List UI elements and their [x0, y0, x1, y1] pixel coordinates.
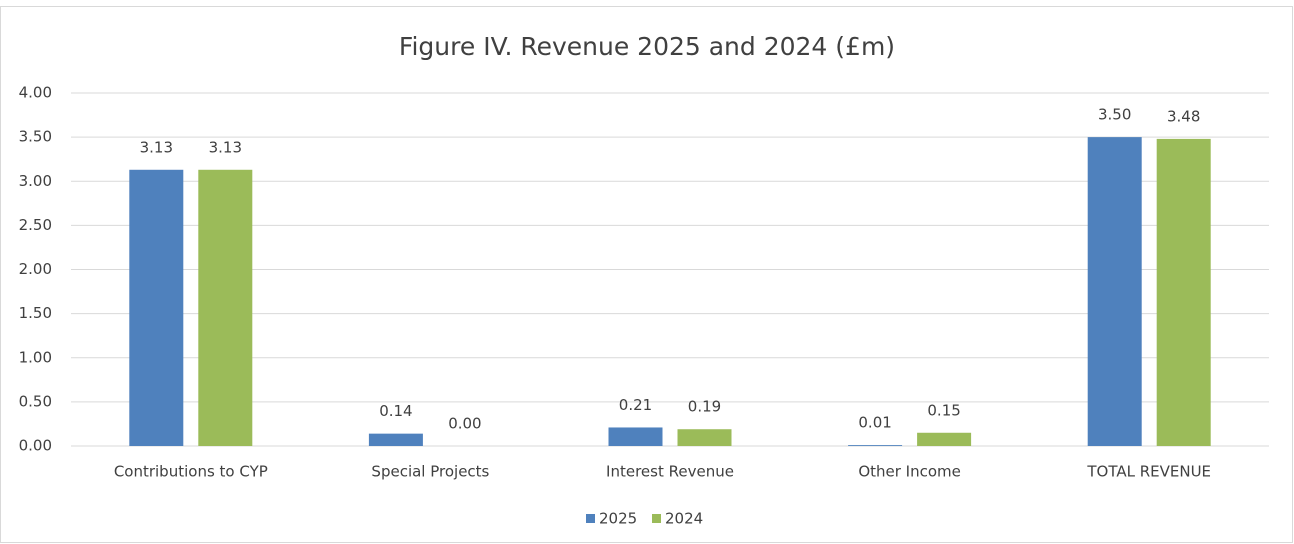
- y-tick-label: 4.00: [19, 84, 52, 102]
- data-label: 0.19: [688, 398, 721, 416]
- y-tick-label: 0.50: [19, 392, 52, 410]
- bar: [608, 427, 663, 446]
- data-label: 3.13: [209, 138, 242, 156]
- chart-title: Figure IV. Revenue 2025 and 2024 (£m): [399, 32, 895, 61]
- legend-swatch: [652, 514, 661, 523]
- bar: [129, 169, 184, 446]
- data-label: 0.21: [619, 396, 652, 414]
- x-tick-label: Contributions to CYP: [114, 463, 268, 481]
- x-tick-label: Other Income: [858, 463, 961, 481]
- y-tick-label: 2.50: [19, 216, 52, 234]
- bar: [677, 429, 732, 446]
- data-label: 0.15: [927, 401, 960, 419]
- data-label: 0.00: [448, 415, 481, 433]
- x-tick-label: Special Projects: [371, 463, 489, 481]
- bar: [198, 169, 253, 446]
- y-tick-label: 2.00: [19, 260, 52, 278]
- y-tick-label: 1.00: [19, 348, 52, 366]
- x-tick-label: Interest Revenue: [606, 463, 734, 481]
- y-tick-label: 3.50: [19, 128, 52, 146]
- data-label: 3.50: [1098, 106, 1131, 124]
- data-label: 0.14: [379, 402, 412, 420]
- x-tick-label: TOTAL REVENUE: [1086, 463, 1211, 481]
- bar: [1156, 138, 1211, 446]
- bar: [368, 433, 423, 446]
- data-label: 0.01: [858, 414, 891, 432]
- data-label: 3.48: [1167, 107, 1200, 125]
- bar: [917, 432, 972, 446]
- legend-swatch: [586, 514, 595, 523]
- y-tick-label: 0.00: [19, 437, 52, 455]
- bar: [1087, 137, 1142, 446]
- legend-label: 2025: [599, 510, 637, 528]
- y-tick-label: 3.00: [19, 172, 52, 190]
- legend-label: 2024: [665, 510, 703, 528]
- bar: [848, 445, 903, 446]
- y-tick-label: 1.50: [19, 304, 52, 322]
- data-label: 3.13: [140, 138, 173, 156]
